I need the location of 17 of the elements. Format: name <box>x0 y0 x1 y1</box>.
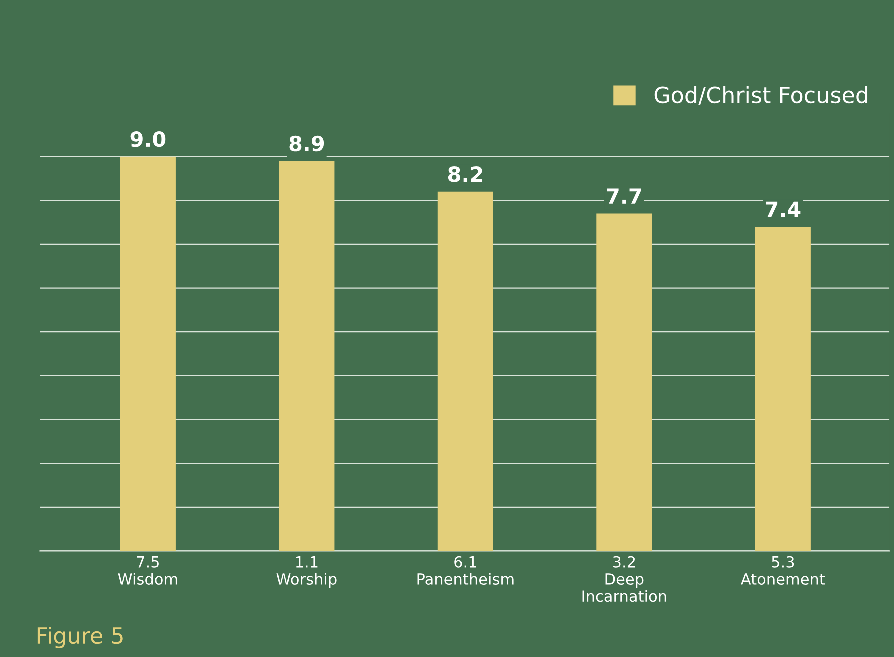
data-label: 8.9 <box>290 136 324 152</box>
x-tick-label: 5.3 Atonement <box>741 556 826 586</box>
caption: Figure 5 <box>38 626 123 648</box>
bar <box>755 226 811 552</box>
data-label: 9.0 <box>130 131 166 148</box>
legend-label: God/Christ Focused <box>654 86 868 106</box>
x-tick-label: 7.5 Wisdom <box>118 556 178 586</box>
x-tick-label: 1.1 Worship <box>276 556 337 588</box>
data-label: 7.7 <box>607 188 642 204</box>
bar <box>596 214 652 552</box>
data-label: 8.2 <box>448 166 482 182</box>
x-tick-label: 3.2 Deep Incarnation <box>582 556 666 602</box>
bar <box>279 161 335 552</box>
bar <box>120 156 176 552</box>
data-label: 7.4 <box>766 202 801 218</box>
x-tick-label: 6.1 Panentheism <box>418 556 514 586</box>
bar <box>438 192 494 552</box>
